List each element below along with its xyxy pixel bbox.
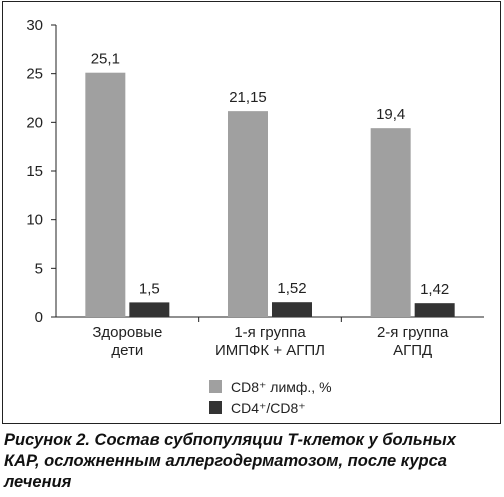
y-tick-label: 20 [26, 114, 43, 131]
y-tick-label: 15 [26, 163, 43, 180]
data-label: 1,42 [420, 281, 449, 298]
data-label: 21,15 [229, 89, 267, 106]
data-label: 1,52 [277, 280, 306, 297]
x-category-label: ИМПФК + АГПЛ [215, 342, 325, 359]
bar [228, 111, 268, 317]
y-tick-label: 0 [35, 309, 43, 326]
legend-label: CD4⁺/CD8⁺ [231, 400, 306, 416]
bar [129, 302, 170, 317]
legend-swatch [209, 380, 222, 393]
data-label: 25,1 [91, 51, 120, 68]
x-category-label: дети [111, 342, 143, 359]
data-label: 19,4 [376, 106, 405, 123]
y-tick-label: 25 [26, 66, 43, 83]
y-tick-label: 30 [26, 17, 43, 34]
x-category-label: АГПД [393, 342, 432, 359]
legend-label: CD8⁺ лимф., % [231, 379, 332, 395]
legend-swatch [209, 401, 222, 414]
x-category-label: 2-я группа [377, 324, 449, 341]
x-category-label: Здоровые [92, 324, 162, 341]
figure-caption: Рисунок 2. Состав субпопуляции Т-клеток … [4, 430, 500, 493]
data-label: 1,5 [139, 280, 160, 297]
caption-line-1: Рисунок 2. Состав субпопуляции Т-клеток … [4, 431, 456, 449]
bar [370, 128, 411, 317]
y-tick-label: 10 [26, 212, 43, 229]
caption-line-3: лечения [4, 473, 72, 491]
x-category-label: 1-я группа [234, 324, 306, 341]
bar [85, 72, 126, 318]
bar [414, 303, 455, 317]
bar [272, 302, 312, 317]
y-tick-label: 5 [35, 260, 43, 277]
caption-line-2: КАР, осложненным аллергодерматозом, посл… [4, 452, 447, 470]
chart-frame: 0 5 10 15 20 25 30 Здоровые дети 1-я группа ИМПФК … [2, 1, 501, 424]
